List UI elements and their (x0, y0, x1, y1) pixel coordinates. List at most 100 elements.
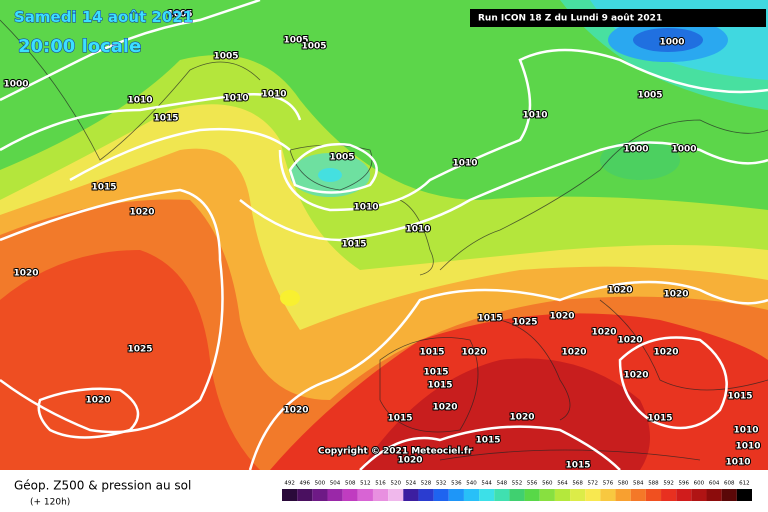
isobar-label: 1020 (397, 456, 422, 466)
legend-label: 584 (633, 481, 644, 487)
legend-swatch (312, 489, 328, 501)
coastlines (0, 19, 768, 461)
isobar-label: 1005 (301, 42, 326, 52)
isobar-label: 1020 (591, 328, 616, 338)
legend-swatch (403, 489, 419, 501)
legend-swatch (327, 489, 343, 501)
isobar-label: 1025 (127, 345, 152, 355)
legend-label: 504 (330, 481, 341, 487)
isobar-label: 1015 (427, 381, 452, 391)
legend-label: 516 (375, 481, 386, 487)
legend-swatch (676, 489, 692, 501)
isobar-label: 1020 (85, 396, 110, 406)
legend-label: 548 (497, 481, 508, 487)
isobar-label: 1000 (671, 145, 696, 155)
isobar-label: 1010 (223, 94, 248, 104)
legend-swatch (736, 489, 752, 501)
isobar-label: 1010 (261, 90, 286, 100)
legend-label: 496 (299, 481, 310, 487)
footer-title: Géop. Z500 & pression au sol (14, 479, 191, 493)
legend-swatch (539, 489, 555, 501)
legend-label: 604 (709, 481, 720, 487)
isobar-label: 1010 (733, 426, 758, 436)
legend-swatch (282, 489, 298, 501)
isobar-label: 1005 (167, 10, 192, 20)
isobar-label: 1020 (653, 348, 678, 358)
isobar-label: 1015 (565, 461, 590, 471)
legend-swatch (448, 489, 464, 501)
legend-label: 564 (557, 481, 568, 487)
legend-label: 508 (345, 481, 356, 487)
legend-swatch (615, 489, 631, 501)
isobar-label: 1015 (341, 240, 366, 250)
footer-subtitle: (+ 120h) (30, 498, 70, 508)
legend-label: 520 (390, 481, 401, 487)
copyright: Copyright © 2021 Meteociel.fr (318, 447, 473, 457)
legend-label: 560 (542, 481, 553, 487)
legend-swatch (721, 489, 737, 501)
legend-swatch (691, 489, 707, 501)
isobar-label: 1015 (153, 114, 178, 124)
legend-swatch (433, 489, 449, 501)
isobar-label: 1000 (3, 80, 28, 90)
isobar-label: 1020 (617, 336, 642, 346)
isobar-label: 1015 (91, 183, 116, 193)
isobar-label: 1010 (353, 203, 378, 213)
legend-swatch (357, 489, 373, 501)
legend-swatch (585, 489, 601, 501)
forecast-time: 20:00 locale (18, 36, 141, 57)
isobars (0, 0, 768, 471)
color-legend: 492 496 500 504 508 512 516 520 524 528 532 536 540 5… (282, 481, 752, 501)
legend-label: 512 (360, 481, 371, 487)
isobar-label: 1025 (512, 318, 537, 328)
isobar-label: 1015 (387, 414, 412, 424)
isobar-label: 1015 (475, 436, 500, 446)
legend-label: 544 (481, 481, 492, 487)
legend-label: 592 (663, 481, 674, 487)
legend-label: 500 (315, 481, 326, 487)
map-field (0, 0, 768, 471)
isobar-label: 1020 (432, 403, 457, 413)
legend-label: 576 (603, 481, 614, 487)
isobar-label: 1020 (283, 406, 308, 416)
isobar-label: 1015 (419, 348, 444, 358)
legend-label: 524 (406, 481, 417, 487)
legend-label: 492 (284, 481, 295, 487)
isobar-label: 1010 (725, 458, 750, 468)
isobar-label: 1010 (405, 225, 430, 235)
isobar-label: 1005 (637, 91, 662, 101)
legend-swatch (342, 489, 358, 501)
isobar-label: 1020 (13, 269, 38, 279)
legend-swatch (372, 489, 389, 501)
isobar-label: 1015 (423, 368, 448, 378)
isobar-label: 1020 (549, 312, 574, 322)
isobar-label: 1005 (329, 153, 354, 163)
isobar-label: 1010 (735, 442, 760, 452)
run-info: Run ICON 18 Z du Lundi 9 août 2021 (478, 14, 662, 24)
isobar-label: 1020 (623, 371, 648, 381)
isobar-label: 1000 (623, 145, 648, 155)
isobar-label: 1010 (522, 111, 547, 121)
legend-swatch (524, 489, 540, 501)
legend-swatch (600, 489, 616, 501)
legend-label: 588 (648, 481, 659, 487)
legend-label: 540 (466, 481, 477, 487)
legend-label: 572 (588, 481, 599, 487)
isobar-label: 1005 (283, 36, 308, 46)
isobar-label: 1010 (127, 96, 152, 106)
legend-swatch (630, 489, 646, 501)
legend-swatch (661, 489, 677, 501)
isobar-label: 1015 (727, 392, 752, 402)
legend-label: 532 (436, 481, 447, 487)
legend-label: 600 (694, 481, 705, 487)
legend-swatch (706, 489, 722, 501)
isobar-label: 1000 (659, 38, 684, 48)
run-box (470, 9, 766, 27)
legend-label: 556 (527, 481, 538, 487)
legend-label: 612 (739, 481, 750, 487)
isobar-label: 1010 (452, 159, 477, 169)
isobar-label: 1020 (561, 348, 586, 358)
legend-swatch (509, 489, 525, 501)
